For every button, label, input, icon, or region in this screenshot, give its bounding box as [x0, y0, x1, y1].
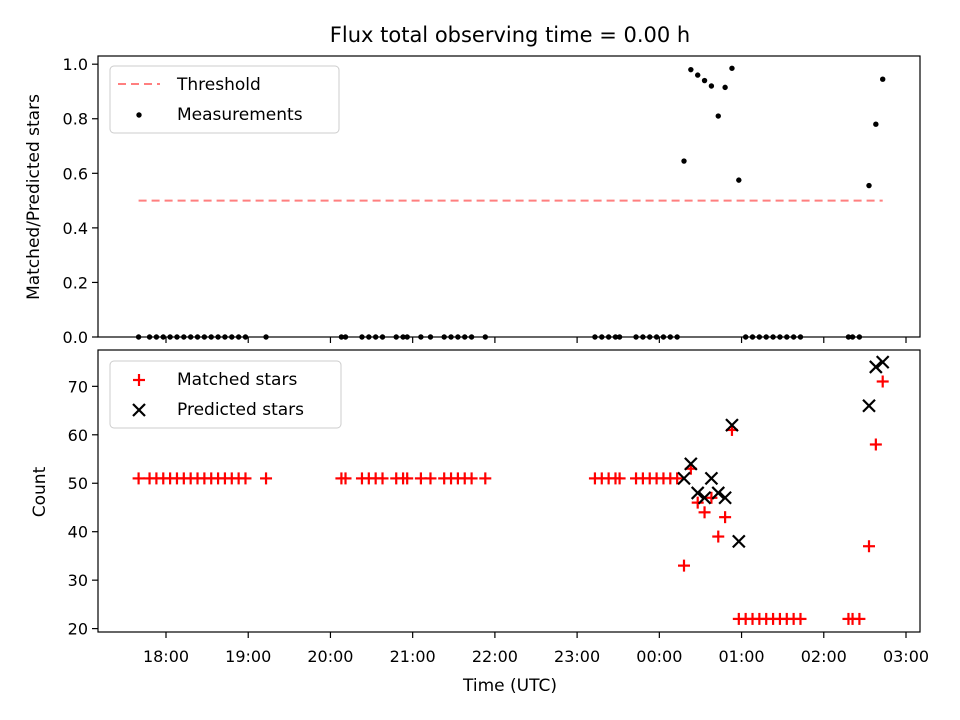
y-tick-label: 0.8: [63, 110, 88, 129]
legend-matched-label: Matched stars: [177, 370, 297, 390]
legend-threshold-label: Threshold: [176, 75, 261, 95]
x-tick-label: 20:00: [307, 647, 353, 666]
matched-stars-point: [260, 472, 273, 485]
x-tick-label: 02:00: [801, 647, 847, 666]
top-x-ticks: [165, 337, 907, 343]
matched-stars-point: [876, 375, 889, 388]
matched-stars-point: [401, 472, 414, 485]
bottom-plot-frame: [97, 349, 921, 633]
bottom-x-ticks: 18:00 19:00 20:00 21:00 22:00 23:00 00:00 01:00…: [143, 632, 929, 666]
y-tick-label: 60: [68, 426, 88, 445]
predicted-stars-point: [725, 418, 739, 432]
predicted-stars-point: [690, 486, 705, 500]
matched-stars-point: [705, 491, 718, 504]
matched-stars-point: [132, 472, 145, 485]
top-y-ticks: 0.0 0.2 0.4 0.6 0.8 1.0: [63, 55, 98, 347]
matched-stars-point: [339, 472, 352, 485]
legend-predicted-swatch: [132, 403, 146, 417]
y-tick-label: 0.0: [63, 328, 88, 347]
figure-title: Flux total observing time = 0.00 h: [330, 23, 690, 47]
y-tick-label: 40: [68, 523, 88, 542]
x-axis-label: Time (UTC): [462, 676, 557, 696]
measurement-point: [729, 65, 735, 71]
x-tick-label: 18:00: [143, 647, 189, 666]
predicted-stars-point: [718, 491, 732, 505]
measurement-point: [736, 177, 742, 183]
measurement-point: [722, 84, 728, 91]
measurement-point: [715, 113, 721, 119]
measurement-point: [701, 77, 708, 84]
x-tick-label: 23:00: [554, 647, 600, 666]
y-tick-label: 50: [68, 474, 88, 493]
top-legend: Threshold Measurements: [109, 65, 340, 134]
predicted-stars-point: [697, 491, 712, 505]
matched-stars-point: [479, 472, 492, 485]
matched-stars-point: [712, 530, 725, 543]
matched-stars-point: [671, 472, 684, 485]
bottom-legend-box: [109, 360, 342, 429]
x-tick-label: 01:00: [719, 647, 765, 666]
bottom-y-axis-label: Count: [30, 466, 50, 517]
matched-stars-point: [698, 506, 711, 519]
predicted-stars-point: [869, 360, 883, 374]
bottom-y-ticks: 20 30 40 50 60 70: [68, 377, 98, 639]
matched-stars-point: [691, 496, 704, 509]
matched-stars-point: [794, 612, 807, 625]
predicted-stars-point: [862, 398, 876, 413]
measurement-point: [873, 121, 879, 127]
predicted-stars-point: [684, 457, 698, 471]
matched-stars-point: [863, 540, 875, 553]
predicted-stars-point: [875, 355, 890, 369]
predicted-stars-point: [704, 471, 719, 486]
y-tick-label: 70: [68, 377, 88, 396]
top-plot-frame: [97, 55, 921, 338]
measurement-point: [880, 76, 886, 82]
y-tick-label: 0.6: [63, 164, 88, 183]
y-tick-label: 30: [68, 571, 88, 590]
x-tick-label: 19:00: [225, 647, 271, 666]
bottom-legend: Matched stars Predicted stars: [109, 360, 342, 429]
legend-measurements-label: Measurements: [177, 105, 303, 125]
bottom-markers: [132, 355, 890, 625]
predicted-stars-point: [711, 486, 726, 500]
matched-stars-point: [853, 612, 866, 625]
measurement-point: [866, 182, 872, 189]
x-tick-label: 21:00: [390, 647, 436, 666]
measurement-point: [708, 83, 715, 89]
measurement-point: [681, 158, 687, 164]
matched-stars-point: [613, 472, 626, 485]
predicted-stars-point: [677, 471, 691, 486]
matched-stars-point: [465, 472, 478, 485]
bottom-panel: 20 30 40 50 60 70 18:00 19:00 20:00 21:00 22:00 23…: [30, 349, 929, 696]
y-tick-label: 0.4: [63, 219, 88, 238]
x-tick-label: 03:00: [883, 647, 929, 666]
x-tick-label: 22:00: [472, 647, 518, 666]
matched-stars-point: [376, 472, 389, 485]
matched-stars-point: [678, 559, 690, 572]
measurement-point: [688, 66, 694, 73]
y-tick-label: 1.0: [63, 55, 88, 74]
matched-stars-point: [424, 472, 437, 485]
top-legend-box: [109, 65, 340, 134]
matched-stars-point: [869, 438, 882, 451]
legend-predicted-label: Predicted stars: [177, 400, 304, 420]
matched-stars-point: [239, 472, 252, 485]
top-panel: 0.0 0.2 0.4 0.6 0.8 1.0 Matched/Predicted sta…: [24, 55, 921, 347]
measurement-point: [695, 72, 701, 78]
legend-matched-swatch: [133, 374, 145, 386]
x-tick-label: 00:00: [636, 647, 682, 666]
y-tick-label: 20: [68, 620, 88, 639]
legend-measurements-swatch: [136, 112, 142, 118]
matched-stars-point: [719, 511, 732, 524]
predicted-stars-point: [732, 534, 746, 549]
y-tick-label: 0.2: [63, 273, 88, 292]
top-y-axis-label: Matched/Predicted stars: [24, 94, 44, 300]
